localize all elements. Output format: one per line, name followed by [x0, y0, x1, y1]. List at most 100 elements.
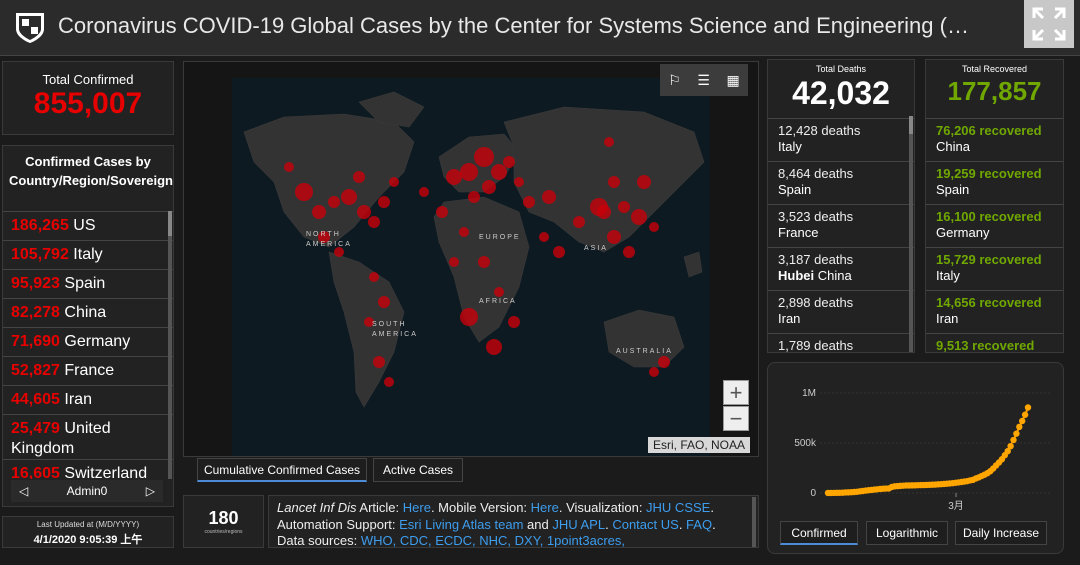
case-bubble[interactable] [334, 247, 344, 257]
next-arrow-icon[interactable]: ▷ [145, 484, 155, 498]
recovered-row[interactable]: 15,729 recovered Italy [926, 248, 1063, 291]
contact-link[interactable]: Contact US [612, 516, 679, 532]
case-bubble[interactable] [369, 272, 379, 282]
case-bubble[interactable] [649, 367, 659, 377]
data-point[interactable] [1004, 447, 1011, 455]
death-row[interactable]: 1,789 deaths [768, 334, 914, 352]
case-bubble[interactable] [284, 162, 294, 172]
death-row[interactable]: 2,898 deaths Iran [768, 291, 914, 334]
case-bubble[interactable] [553, 246, 565, 258]
country-row[interactable]: 16,605 Switzerland [3, 460, 173, 479]
data-point[interactable] [1007, 442, 1014, 450]
case-bubble[interactable] [318, 231, 330, 243]
case-bubbles[interactable] [184, 62, 759, 457]
deaths-list[interactable]: 12,428 deaths Italy 8,464 deaths Spain 3,523… [768, 119, 914, 352]
case-bubble[interactable] [378, 296, 390, 308]
case-bubble[interactable] [508, 316, 520, 328]
case-bubble[interactable] [503, 156, 515, 168]
data-point[interactable] [1016, 423, 1023, 431]
death-row[interactable]: 12,428 deaths Italy [768, 119, 914, 162]
zoom-out-button[interactable]: − [723, 406, 749, 431]
data-point[interactable] [1024, 404, 1032, 411]
recovered-row[interactable]: 16,100 recovered Germany [926, 205, 1063, 248]
data-point[interactable] [1013, 430, 1020, 437]
jhu-apl-link[interactable]: JHU APL [552, 516, 606, 532]
case-bubble[interactable] [468, 191, 480, 203]
esri-link[interactable]: Esri Living Atlas team [399, 516, 524, 532]
case-bubble[interactable] [608, 176, 620, 188]
case-bubble[interactable] [604, 137, 614, 147]
tab-daily-increase[interactable]: Daily Increase [955, 521, 1047, 545]
case-bubble[interactable] [491, 164, 507, 180]
case-bubble[interactable] [474, 147, 494, 167]
case-bubble[interactable] [312, 205, 326, 219]
case-bubble[interactable] [482, 180, 496, 194]
case-bubble[interactable] [459, 227, 469, 237]
prev-arrow-icon[interactable]: ◁ [19, 484, 29, 498]
case-bubble[interactable] [573, 216, 585, 228]
country-row[interactable]: 95,923 Spain [3, 270, 173, 299]
case-bubble[interactable] [494, 287, 504, 297]
country-row[interactable]: 186,265 US [3, 212, 173, 241]
data-point[interactable] [1010, 436, 1017, 444]
case-bubble[interactable] [542, 190, 556, 204]
case-bubble[interactable] [378, 196, 390, 208]
recovered-row[interactable]: 19,259 recovered Spain [926, 162, 1063, 205]
tab-logarithmic[interactable]: Logarithmic [866, 521, 948, 545]
country-row[interactable]: 25,479 United Kingdom [3, 415, 173, 460]
case-bubble[interactable] [618, 201, 630, 213]
death-row[interactable]: 8,464 deaths Spain [768, 162, 914, 205]
case-bubble[interactable] [590, 198, 608, 216]
case-bubble[interactable] [419, 187, 429, 197]
case-bubble[interactable] [637, 175, 651, 189]
data-point[interactable] [1019, 417, 1026, 425]
country-row[interactable]: 52,827 France [3, 357, 173, 386]
case-bubble[interactable] [631, 209, 647, 225]
map-panel[interactable]: NORTH AMERICA EUROPE ASIA AFRICA SOUTH A… [183, 61, 759, 457]
info-scrollbar[interactable] [752, 497, 756, 547]
scrollbar[interactable] [168, 211, 172, 479]
country-row[interactable]: 44,605 Iran [3, 386, 173, 415]
case-bubble[interactable] [449, 257, 459, 267]
data-sources-link[interactable]: WHO, CDC, ECDC, NHC, DXY, 1point3acres, [360, 533, 625, 548]
case-bubble[interactable] [364, 317, 374, 327]
case-bubble[interactable] [341, 189, 357, 205]
case-bubble[interactable] [460, 308, 478, 326]
case-bubble[interactable] [514, 177, 524, 187]
case-bubble[interactable] [607, 230, 621, 244]
list-icon[interactable]: ☰ [697, 71, 710, 88]
cases-line-chart[interactable]: 0 500k 1M 3月 [768, 363, 1065, 523]
case-bubble[interactable] [353, 171, 365, 183]
case-bubble[interactable] [539, 232, 549, 242]
recovered-list[interactable]: 76,206 recovered China 19,259 recovered Spa… [926, 119, 1063, 352]
case-bubble[interactable] [523, 196, 535, 208]
mobile-link[interactable]: Here [530, 500, 559, 515]
tab-cumulative-confirmed[interactable]: Cumulative Confirmed Cases [197, 458, 367, 482]
data-point[interactable] [1021, 411, 1029, 418]
case-bubble[interactable] [478, 256, 490, 268]
recovered-row[interactable]: 76,206 recovered China [926, 119, 1063, 162]
country-row[interactable]: 82,278 China [3, 299, 173, 328]
bookmark-icon[interactable]: ⚐ [668, 71, 681, 88]
case-bubble[interactable] [658, 356, 670, 368]
death-row[interactable]: 3,523 deaths France [768, 205, 914, 248]
tab-confirmed[interactable]: Confirmed [780, 521, 858, 545]
case-bubble[interactable] [295, 183, 313, 201]
qr-code-icon[interactable]: ▦ [726, 71, 740, 88]
scrollbar[interactable] [909, 116, 913, 352]
zoom-in-button[interactable]: + [723, 380, 749, 405]
case-bubble[interactable] [486, 339, 502, 355]
country-row[interactable]: 105,792 Italy [3, 241, 173, 270]
case-bubble[interactable] [357, 205, 371, 219]
recovered-row[interactable]: 14,656 recovered Iran [926, 291, 1063, 334]
country-row[interactable]: 71,690 Germany [3, 328, 173, 357]
article-link[interactable]: Here [402, 500, 431, 515]
case-bubble[interactable] [328, 196, 340, 208]
case-bubble[interactable] [384, 377, 394, 387]
case-bubble[interactable] [436, 206, 448, 218]
fullscreen-button[interactable] [1024, 0, 1074, 48]
case-bubble[interactable] [389, 177, 399, 187]
faq-link[interactable]: FAQ [686, 516, 713, 532]
case-bubble[interactable] [368, 216, 380, 228]
case-bubble[interactable] [460, 163, 478, 181]
